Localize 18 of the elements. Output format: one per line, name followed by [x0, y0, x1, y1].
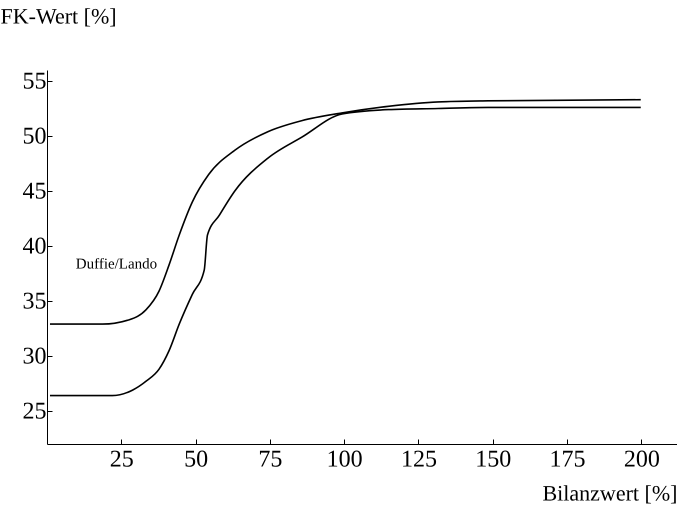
x-tick-label: 25 — [110, 446, 134, 472]
y-tick-label: 30 — [22, 344, 46, 370]
x-tick-label: 125 — [400, 446, 437, 472]
x-tick-label: 150 — [475, 446, 512, 472]
x-tick-label: 200 — [624, 446, 660, 472]
x-tick-label: 75 — [258, 446, 282, 472]
x-tick-label: 100 — [326, 446, 363, 472]
x-tick-label: 50 — [184, 446, 208, 472]
y-tick-label: 25 — [22, 398, 46, 424]
y-tick-label: 55 — [22, 68, 46, 94]
y-tick-label: 35 — [22, 288, 46, 314]
x-tick-label: 175 — [550, 446, 586, 472]
y-tick-label: 50 — [22, 124, 46, 150]
series-label: Duffie/Lando — [76, 256, 158, 273]
y-tick-label: 40 — [22, 234, 46, 260]
x-axis-title: Bilanzwert [%] — [542, 480, 677, 506]
y-tick-label: 45 — [22, 178, 46, 204]
y-axis-title: FK-Wert [%] — [0, 4, 117, 28]
